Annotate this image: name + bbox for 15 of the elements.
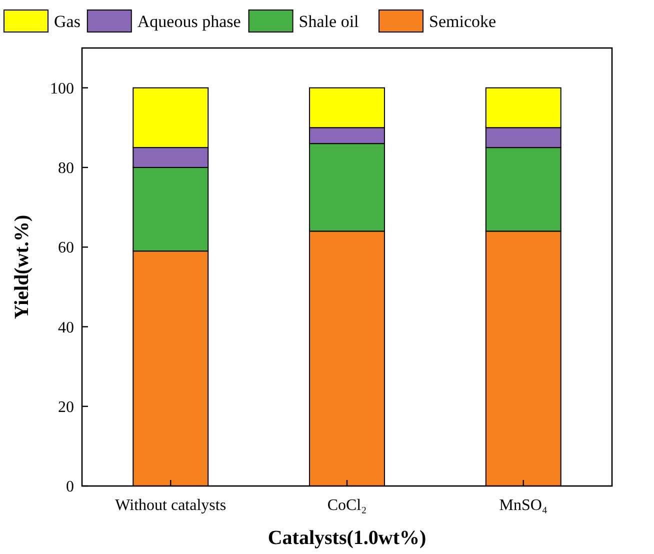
legend-label: Shale oil — [298, 12, 360, 31]
x-tick-label: CoCl₂ — [327, 497, 367, 514]
y-tick-label: 80 — [58, 160, 74, 178]
y-tick-label: 40 — [58, 319, 74, 336]
x-tick-label: Without catalysts — [115, 497, 226, 514]
legend-label: Aqueous phase — [137, 12, 241, 31]
y-tick-label: 100 — [50, 80, 74, 98]
y-tick-label: 60 — [58, 240, 74, 257]
y-tick-label: 0 — [66, 478, 74, 496]
legend-label: Semicoke — [429, 12, 496, 31]
y-tick-label: 20 — [58, 398, 74, 416]
x-axis-title: Catalysts(1.0wt%) — [268, 527, 426, 549]
x-tick-label: MnSO₄ — [499, 497, 548, 514]
y-axis-title: Yield(wt.%) — [11, 214, 33, 320]
legend-label: Gas — [54, 12, 80, 31]
